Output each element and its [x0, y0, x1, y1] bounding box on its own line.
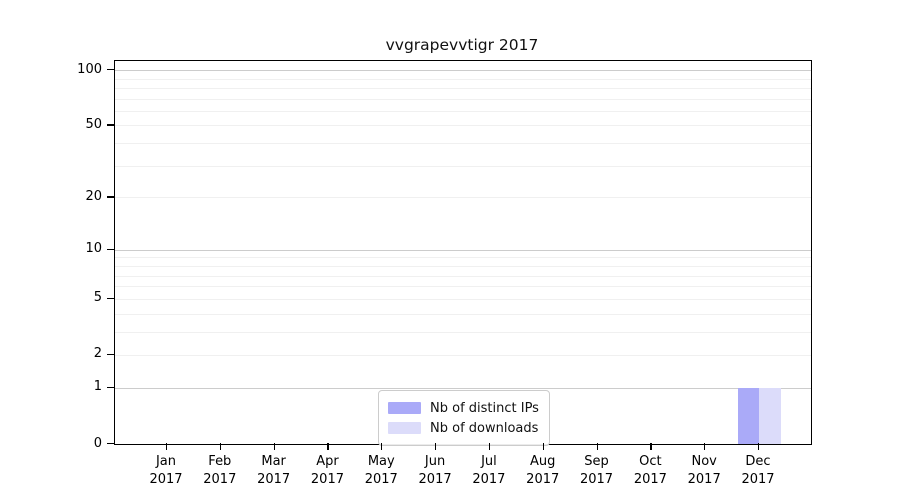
y-tick-mark — [107, 248, 114, 250]
x-tick-label: Mar 2017 — [232, 453, 316, 489]
x-tick-year: 2017 — [579, 472, 614, 487]
x-tick-month: Sep — [584, 454, 609, 469]
x-tick-label: Dec 2017 — [716, 453, 800, 489]
y-tick-mark — [107, 353, 114, 356]
x-tick-mark — [327, 443, 329, 450]
bar-distinct-ips — [737, 387, 759, 444]
x-tick-mark — [596, 443, 598, 450]
x-tick-month: Oct — [639, 454, 662, 469]
x-tick-year: 2017 — [418, 472, 452, 487]
major-gridline — [115, 70, 811, 72]
minor-gridline — [115, 110, 811, 112]
y-tick-mark — [107, 69, 114, 71]
y-tick-label: 2 — [93, 346, 102, 362]
major-gridline — [115, 387, 811, 389]
x-tick-month: Feb — [208, 454, 232, 469]
x-tick-month: Apr — [316, 454, 339, 469]
y-tick-mark — [107, 297, 114, 300]
bar-downloads — [759, 387, 781, 444]
y-tick-label: 100 — [77, 61, 102, 77]
x-tick-year: 2017 — [203, 472, 237, 487]
chart-title: vvgrapevvtigr 2017 — [385, 36, 539, 54]
minor-gridline — [115, 87, 811, 89]
legend-label-distinct-ips: Nb of distinct IPs — [430, 400, 539, 416]
x-tick-mark — [758, 443, 760, 450]
x-tick-year: 2017 — [149, 472, 183, 487]
y-tick-mark — [107, 386, 114, 389]
x-tick-label: Apr 2017 — [285, 453, 369, 489]
x-tick-year: 2017 — [310, 472, 344, 487]
plot-area: Nb of distinct IPs Nb of downloads — [114, 60, 812, 446]
y-tick-mark — [107, 443, 114, 445]
major-gridline — [115, 249, 811, 251]
minor-gridline — [115, 313, 811, 315]
x-tick-month: Aug — [530, 454, 556, 469]
y-tick-mark — [107, 196, 114, 198]
x-tick-month: Dec — [745, 454, 771, 469]
x-tick-year: 2017 — [364, 472, 398, 487]
minor-gridline — [115, 265, 811, 267]
minor-gridline — [115, 286, 811, 288]
x-tick-year: 2017 — [257, 472, 291, 487]
minor-gridline — [115, 143, 811, 145]
y-tick-label: 5 — [93, 290, 102, 306]
x-tick-label: Jan 2017 — [124, 453, 208, 489]
minor-gridline — [115, 125, 811, 127]
x-tick-label: Jun 2017 — [393, 453, 477, 489]
x-tick-year: 2017 — [472, 472, 506, 487]
x-tick-label: Sep 2017 — [555, 453, 639, 489]
x-tick-mark — [488, 443, 491, 450]
x-tick-mark — [704, 443, 706, 450]
x-tick-year: 2017 — [526, 472, 560, 487]
y-tick-label: 10 — [85, 241, 102, 257]
minor-gridline — [115, 98, 811, 100]
x-tick-mark — [219, 443, 221, 450]
x-tick-mark — [542, 443, 544, 450]
legend-entry-downloads: Nb of downloads — [388, 418, 539, 438]
legend-swatch-distinct-ips — [388, 402, 421, 414]
x-tick-month: Mar — [261, 454, 286, 469]
x-tick-label: May 2017 — [339, 453, 423, 489]
legend-label-downloads: Nb of downloads — [430, 420, 539, 436]
x-tick-year: 2017 — [687, 472, 721, 487]
y-tick-mark — [107, 124, 114, 126]
legend: Nb of distinct IPs Nb of downloads — [378, 390, 550, 446]
minor-gridline — [115, 354, 811, 356]
legend-swatch-downloads — [388, 422, 421, 434]
minor-gridline — [115, 78, 811, 80]
x-tick-mark — [273, 443, 275, 450]
x-tick-mark — [381, 443, 383, 450]
y-tick-label: 50 — [85, 116, 102, 132]
minor-gridline — [115, 197, 811, 199]
x-tick-month: Jan — [155, 454, 177, 469]
minor-gridline — [115, 257, 811, 259]
x-tick-month: Nov — [691, 454, 717, 469]
minor-gridline — [115, 298, 811, 300]
x-tick-month: May — [367, 454, 395, 469]
x-tick-mark — [650, 443, 652, 450]
minor-gridline — [115, 275, 811, 277]
legend-entry-distinct-ips: Nb of distinct IPs — [388, 398, 539, 418]
x-tick-label: Aug 2017 — [501, 453, 585, 489]
x-tick-year: 2017 — [741, 472, 775, 487]
x-tick-label: Oct 2017 — [608, 453, 692, 489]
y-tick-label: 1 — [93, 379, 102, 395]
y-tick-label: 20 — [85, 188, 102, 204]
minor-gridline — [115, 165, 811, 167]
x-tick-mark — [435, 443, 437, 450]
x-tick-label: Nov 2017 — [662, 453, 746, 489]
x-tick-month: Jun — [424, 454, 446, 469]
minor-gridline — [115, 331, 811, 333]
x-tick-mark — [166, 443, 168, 450]
x-tick-label: Jul 2017 — [447, 453, 531, 489]
x-tick-year: 2017 — [633, 472, 667, 487]
y-tick-label: 0 — [93, 435, 102, 451]
x-tick-label: Feb 2017 — [178, 453, 262, 489]
x-tick-month: Jul — [481, 454, 497, 469]
